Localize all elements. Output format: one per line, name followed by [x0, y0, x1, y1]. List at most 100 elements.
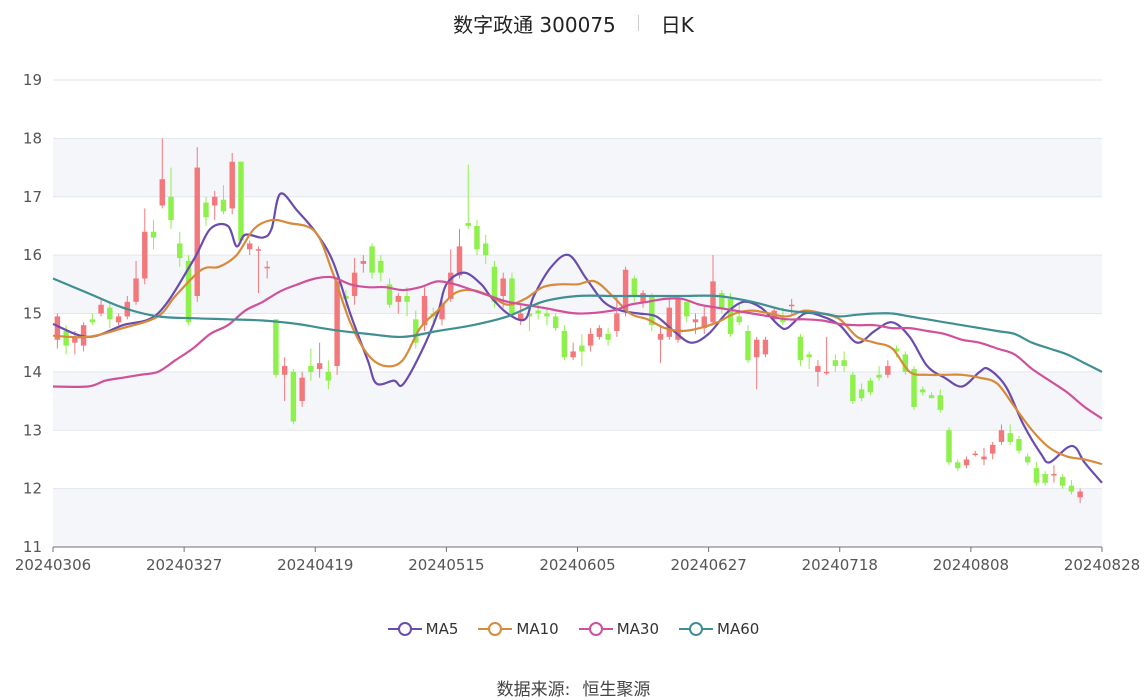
candle-body: [937, 395, 943, 410]
candle-body: [806, 354, 812, 358]
candle-body: [981, 456, 987, 460]
candle-body: [526, 313, 533, 317]
x-tick-label: 20240327: [146, 556, 222, 574]
source-label: 数据来源:: [496, 680, 571, 700]
legend-item-ma5[interactable]: MA5: [387, 620, 459, 638]
legend-item-ma60[interactable]: MA60: [679, 620, 759, 638]
y-tick-label: 13: [23, 421, 42, 439]
candle-body: [334, 281, 340, 367]
series-line-ma30: [52, 275, 1103, 420]
candle-body: [570, 351, 576, 358]
candle-body: [404, 295, 410, 302]
candle-body: [290, 371, 297, 422]
legend-marker-ma30: [578, 622, 613, 636]
legend-label-ma5: MA5: [425, 620, 459, 638]
candle-body: [54, 316, 61, 340]
candle-body: [386, 284, 393, 305]
candle-body: [220, 199, 227, 212]
x-tick-label: 20240419: [277, 556, 353, 574]
candle-body: [928, 395, 935, 399]
candle-body: [719, 293, 725, 308]
x-tick-label: 20240306: [15, 556, 91, 574]
candle-body: [1068, 485, 1075, 492]
candle-body: [316, 363, 323, 369]
candle-body: [587, 333, 594, 346]
candle-body: [150, 231, 157, 238]
y-tick-label: 11: [23, 538, 42, 556]
candle-body: [596, 328, 603, 337]
chart-title: 数字政通 300075 日K: [0, 8, 1147, 38]
candle-body: [780, 319, 786, 323]
candle-body: [605, 333, 611, 340]
candle-body: [273, 319, 279, 375]
candle-body: [369, 246, 375, 273]
candle-body: [911, 368, 917, 407]
y-tick-label: 12: [23, 480, 42, 498]
legend-item-ma10[interactable]: MA10: [478, 620, 559, 638]
candle-body: [142, 231, 148, 279]
candle-body: [666, 307, 672, 337]
grid-band: [53, 371, 1102, 431]
x-tick-label: 20240627: [670, 556, 746, 574]
candle-body: [946, 430, 952, 463]
x-tick-label: 20240515: [408, 556, 484, 574]
candle-body: [579, 345, 585, 352]
candle-body: [1042, 474, 1048, 483]
candle-body: [788, 304, 795, 307]
legend-label-ma10: MA10: [516, 620, 559, 638]
candle-body: [115, 316, 122, 323]
candle-body: [185, 260, 192, 323]
series-line-ma60: [52, 277, 1103, 373]
candle-body: [1051, 474, 1057, 476]
candle-body: [675, 298, 681, 340]
legend-label-ma30: MA30: [616, 620, 660, 638]
candle-body: [640, 293, 646, 302]
candle-body: [972, 453, 978, 456]
candle-body: [850, 374, 856, 402]
y-tick-label: 15: [23, 305, 42, 323]
candle-body: [378, 260, 384, 273]
candle-body: [552, 316, 559, 329]
candle-body: [614, 313, 620, 332]
candle-body: [448, 272, 454, 299]
x-tick-label: 20240605: [539, 556, 615, 574]
candle-body: [876, 374, 882, 378]
candle-body: [832, 360, 839, 367]
candle-body: [133, 278, 139, 302]
candle-body: [622, 269, 629, 311]
y-tick-label: 16: [23, 246, 42, 264]
legend-label-ma60: MA60: [717, 620, 760, 638]
candle-body: [902, 354, 909, 372]
candle-body: [736, 316, 742, 323]
candle-body: [299, 377, 305, 402]
candle-body: [107, 307, 113, 320]
x-tick-label: 20240828: [1064, 556, 1140, 574]
candle-body: [413, 319, 419, 343]
candle-body: [561, 331, 568, 358]
x-tick-label: 20240718: [802, 556, 878, 574]
candle-body: [421, 295, 428, 326]
candle-body: [456, 246, 463, 276]
candle-body: [509, 278, 515, 314]
candle-body: [684, 301, 690, 317]
candle-body: [325, 371, 332, 381]
title-separator: [637, 15, 639, 31]
candle-body: [465, 223, 471, 226]
legend-marker-ma60: [679, 622, 714, 636]
candle-body: [745, 331, 751, 361]
candle-body: [893, 348, 900, 352]
candle-body: [710, 281, 716, 323]
candle-body: [517, 313, 524, 320]
legend-item-ma30[interactable]: MA30: [578, 620, 660, 638]
y-tick-label: 19: [23, 71, 42, 89]
candle-body: [657, 333, 664, 340]
candle-body: [89, 319, 96, 323]
candle-body: [439, 304, 445, 320]
candle-body: [701, 316, 707, 329]
candle-body: [474, 225, 480, 250]
candle-body: [72, 336, 78, 343]
candle-body: [858, 389, 865, 399]
candle-body: [203, 202, 209, 218]
candle-body: [797, 336, 804, 361]
